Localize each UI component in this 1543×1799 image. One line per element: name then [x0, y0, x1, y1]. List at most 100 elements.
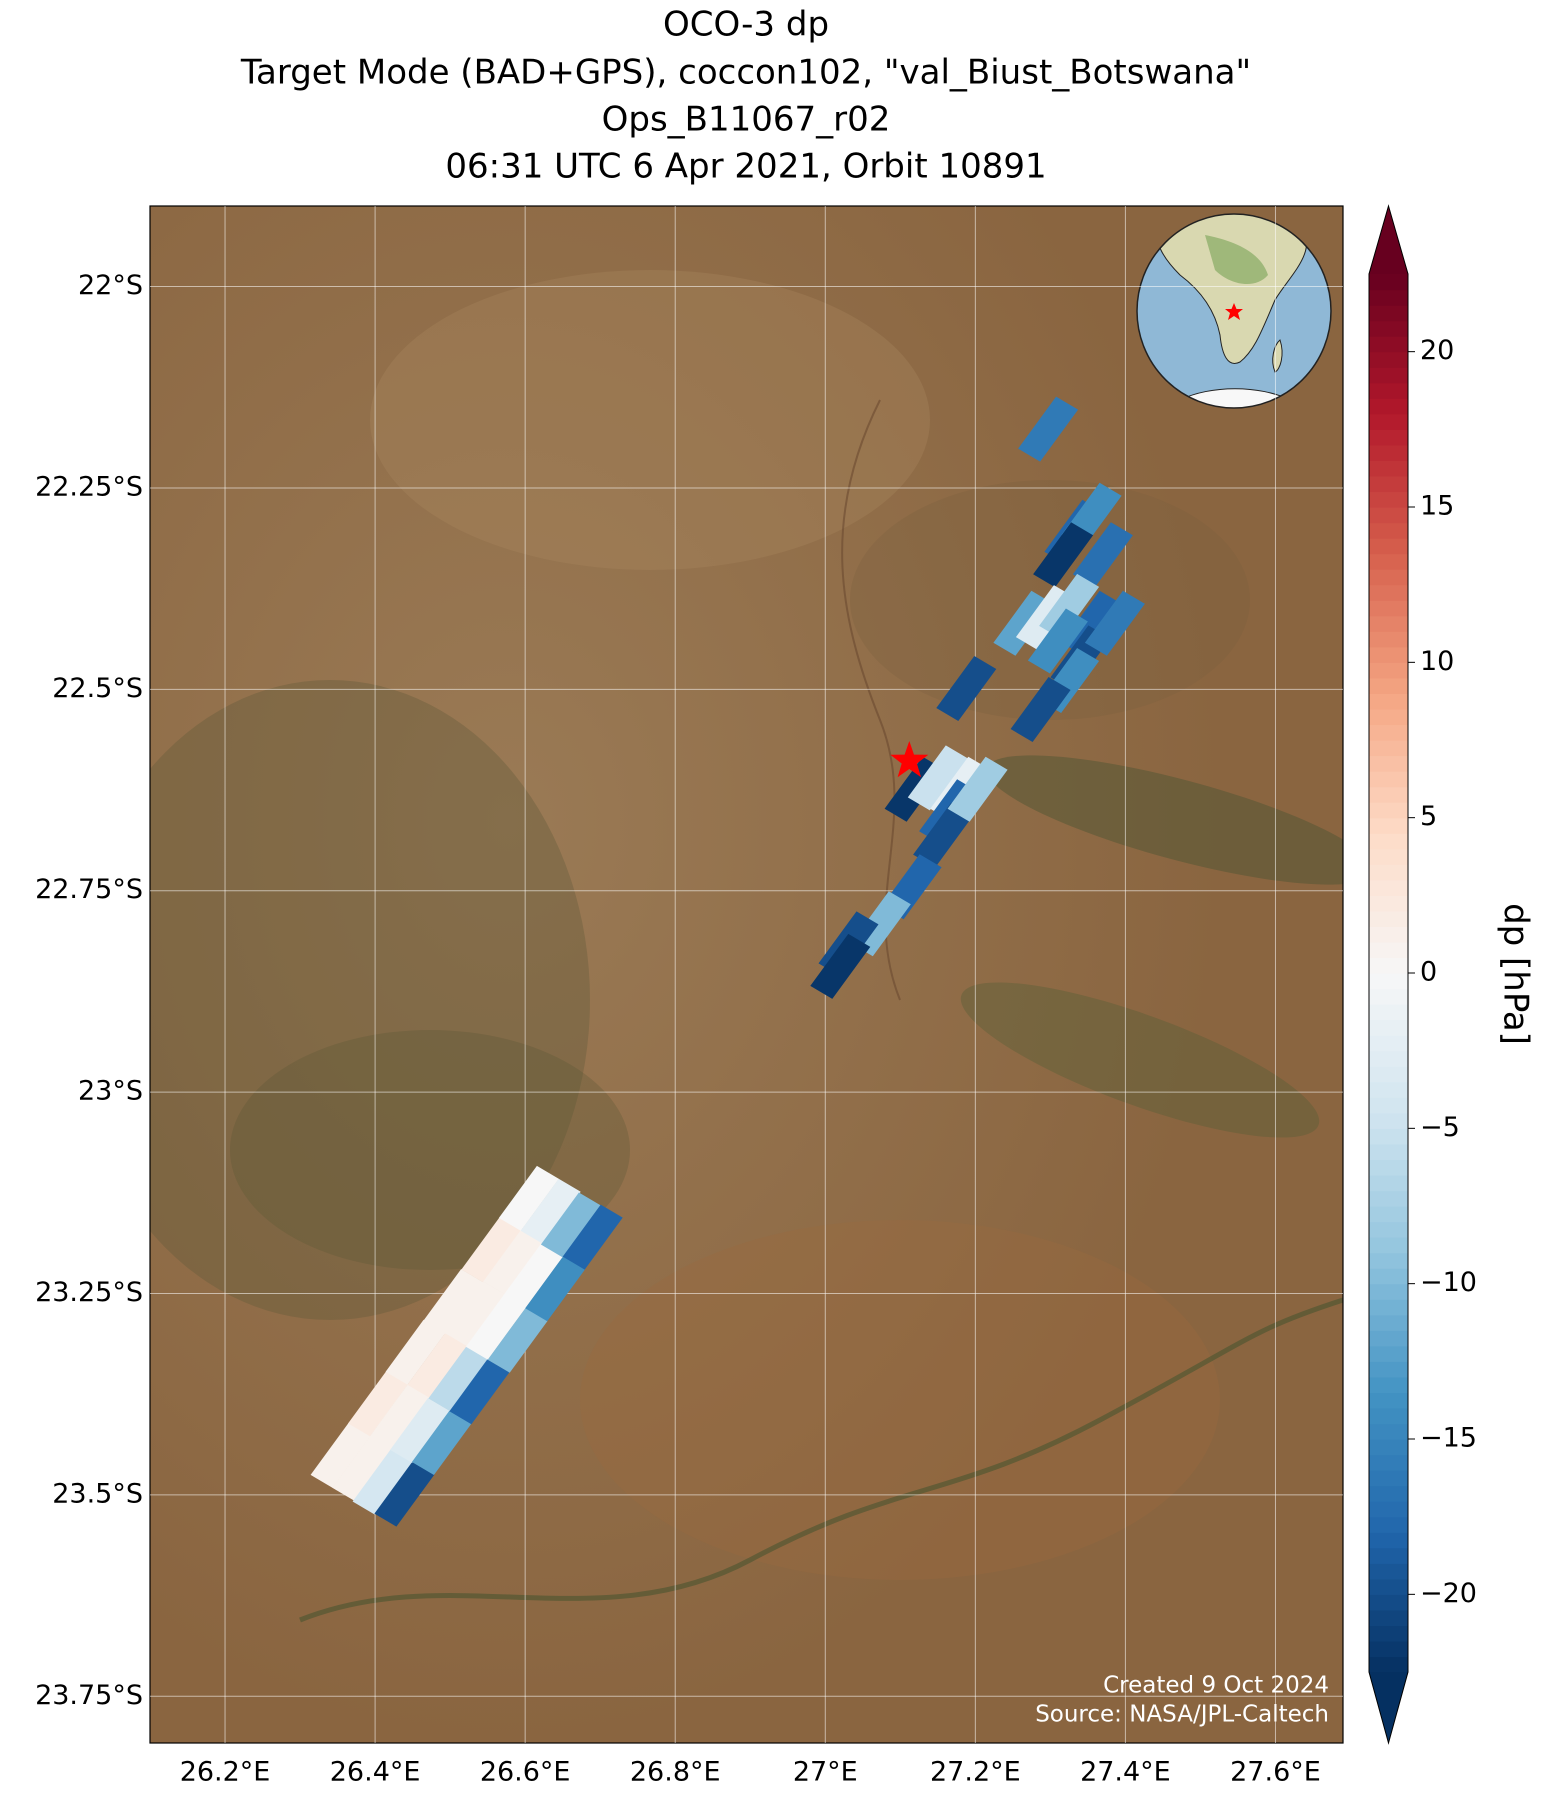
y-tick-label: 22.5°S — [52, 673, 143, 704]
sounding — [483, 1229, 544, 1295]
sounding — [913, 802, 974, 868]
colorbar-segment — [1369, 1640, 1408, 1658]
colorbar-segment — [1369, 1330, 1408, 1347]
x-tick-label: 27.4°E — [1080, 1757, 1171, 1788]
colorbar-extend-top — [1369, 206, 1408, 274]
colorbar-segment — [1369, 1361, 1408, 1378]
y-tick-label: 22.75°S — [35, 874, 143, 905]
colorbar-tick-label: 20 — [1420, 335, 1454, 366]
colorbar-segment — [1369, 693, 1408, 710]
colorbar-segment — [1369, 941, 1408, 959]
colorbar-segment — [1369, 1252, 1408, 1269]
colorbar-segment — [1369, 382, 1408, 399]
colorbar-segment — [1369, 864, 1408, 881]
map-frame — [149, 205, 1344, 1744]
colorbar-tick-label: 0 — [1420, 957, 1437, 988]
colorbar-segment — [1369, 1376, 1408, 1393]
colorbar-segment — [1369, 569, 1408, 586]
colorbar-segment — [1369, 600, 1408, 617]
colorbar-segment — [1369, 336, 1408, 353]
colorbar-segment — [1369, 708, 1408, 726]
sounding — [947, 756, 1008, 822]
sounding — [1039, 573, 1100, 639]
colorbar-tick-label: 5 — [1420, 801, 1437, 832]
sounding — [540, 1192, 601, 1258]
sounding — [810, 933, 871, 999]
sounding — [498, 1165, 559, 1231]
colorbar-segment — [1369, 615, 1408, 632]
colorbar: −20 −15 −10 −5 0 5 10 15 20 — [1368, 204, 1477, 1745]
sounding — [332, 1435, 393, 1501]
sounding — [520, 1178, 581, 1244]
x-tick-label: 27°E — [793, 1757, 858, 1788]
y-tick-label: 23°S — [78, 1076, 143, 1107]
sounding — [390, 1397, 451, 1463]
colorbar-segment — [1369, 1097, 1408, 1114]
colorbar-segment — [1369, 1004, 1408, 1021]
colorbar-segment — [1369, 413, 1408, 430]
colorbar-segment — [1369, 522, 1408, 539]
annotation: Created 9 Oct 2024 — [1103, 1673, 1329, 1699]
colorbar-segment — [1369, 631, 1408, 648]
colorbar-segment — [1369, 1656, 1408, 1673]
sounding — [1027, 608, 1088, 674]
colorbar-label: dp [hPa] — [1496, 903, 1536, 1045]
colorbar-segment — [1369, 1423, 1408, 1440]
sounding — [525, 1256, 586, 1322]
colorbar-segment — [1369, 848, 1408, 865]
colorbar-segment — [1369, 1454, 1408, 1471]
sounding — [907, 745, 968, 811]
sounding — [352, 1449, 413, 1515]
colorbar-segment — [1369, 460, 1408, 477]
colorbar-segment — [1369, 351, 1408, 368]
colorbar-segment — [1369, 1268, 1408, 1285]
colorbar-segment — [1369, 895, 1408, 912]
sounding — [503, 1243, 564, 1309]
colorbar-segment — [1369, 817, 1408, 834]
colorbar-segment — [1369, 429, 1408, 446]
x-tick-label: 26.8°E — [630, 1757, 721, 1788]
colorbar-tick-label: 10 — [1420, 646, 1454, 677]
colorbar-extend-bottom — [1369, 1672, 1408, 1743]
colorbar-segment — [1369, 910, 1408, 927]
colorbar-segment — [1369, 755, 1408, 772]
colorbar-segment — [1369, 1532, 1408, 1549]
colorbar-segment — [1369, 398, 1408, 415]
colorbar-segment — [1369, 1206, 1408, 1223]
colorbar-segment — [1369, 1625, 1408, 1642]
sounding — [487, 1307, 548, 1373]
colorbar-segment — [1369, 1050, 1408, 1067]
colorbar-segment — [1369, 305, 1408, 322]
colorbar-segment — [1369, 1143, 1408, 1160]
colorbar-segment — [1369, 771, 1408, 788]
colorbar-segment — [1369, 1470, 1408, 1487]
colorbar-segment — [1369, 724, 1408, 741]
colorbar-segment — [1369, 1407, 1408, 1425]
colorbar-segment — [1369, 1190, 1408, 1207]
colorbar-segment — [1369, 1019, 1408, 1036]
colorbar-segment — [1369, 1081, 1408, 1098]
sounding — [1018, 396, 1079, 462]
colorbar-segment — [1369, 1066, 1408, 1083]
colorbar-segment — [1369, 1283, 1408, 1300]
target-star — [890, 741, 929, 778]
title-line: Ops_B11067_r02 — [602, 100, 891, 140]
grid — [150, 206, 1343, 1743]
sounding — [1010, 677, 1071, 742]
sounding — [407, 1332, 468, 1398]
sounding — [1061, 590, 1122, 656]
sounding — [461, 1217, 522, 1283]
colorbar-segment — [1369, 553, 1408, 570]
colorbar-segment — [1369, 833, 1408, 850]
title-line: OCO-3 dp — [663, 5, 829, 45]
colorbar-segment — [1369, 646, 1408, 663]
sounding — [465, 1294, 526, 1360]
colorbar-segment — [1369, 1128, 1408, 1145]
sounding — [444, 1281, 505, 1347]
y-tick-label: 22°S — [78, 270, 143, 301]
y-tick-label: 22.25°S — [35, 471, 143, 502]
sounding — [423, 1269, 484, 1335]
colorbar-tick-label: −5 — [1420, 1112, 1460, 1143]
colorbar-segment — [1369, 491, 1408, 508]
